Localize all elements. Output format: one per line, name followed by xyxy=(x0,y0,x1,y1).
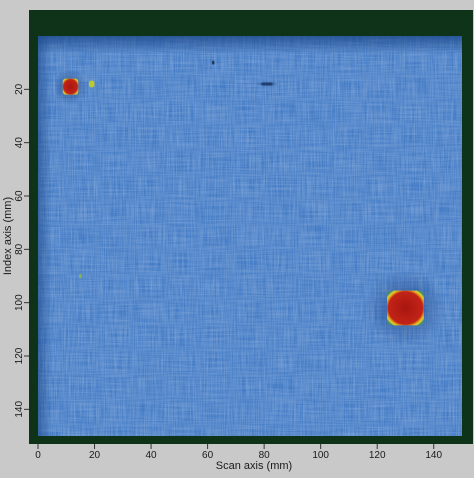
x-tick-label: 80 xyxy=(259,450,271,461)
y-axis-label: Index axis (mm) xyxy=(2,197,14,275)
x-tick-label: 40 xyxy=(146,450,158,461)
x-axis: 0 20 40 60 80 100 120 140 xyxy=(35,444,443,461)
y-tick-label: 140 xyxy=(14,401,25,418)
left-edge-shade xyxy=(38,36,52,436)
defect-indication xyxy=(62,78,79,95)
x-tick-label: 20 xyxy=(89,450,101,461)
y-tick-label: 40 xyxy=(14,137,25,149)
x-tick-label: 140 xyxy=(425,450,442,461)
y-tick-label: 120 xyxy=(14,347,25,364)
defect-indication xyxy=(261,82,273,86)
x-axis-label: Scan axis (mm) xyxy=(216,460,292,472)
defect-layer xyxy=(53,60,446,347)
x-tick-label: 60 xyxy=(202,450,214,461)
y-tick-label: 20 xyxy=(14,83,25,95)
y-tick-label: 80 xyxy=(14,243,25,255)
x-tick-label: 120 xyxy=(369,450,386,461)
y-tick-label: 60 xyxy=(14,190,25,202)
top-edge-shade xyxy=(38,36,462,54)
defect-indication xyxy=(88,80,95,88)
y-tick-label: 100 xyxy=(14,294,25,311)
x-tick-label: 0 xyxy=(35,450,41,461)
defect-indication xyxy=(212,60,215,65)
y-axis: 20 40 60 80 100 120 140 xyxy=(14,83,29,418)
plot-area xyxy=(38,36,462,436)
scan-texture xyxy=(38,36,462,436)
x-tick-label: 100 xyxy=(312,450,329,461)
defect-indication xyxy=(387,290,424,326)
defect-indication xyxy=(78,273,82,279)
